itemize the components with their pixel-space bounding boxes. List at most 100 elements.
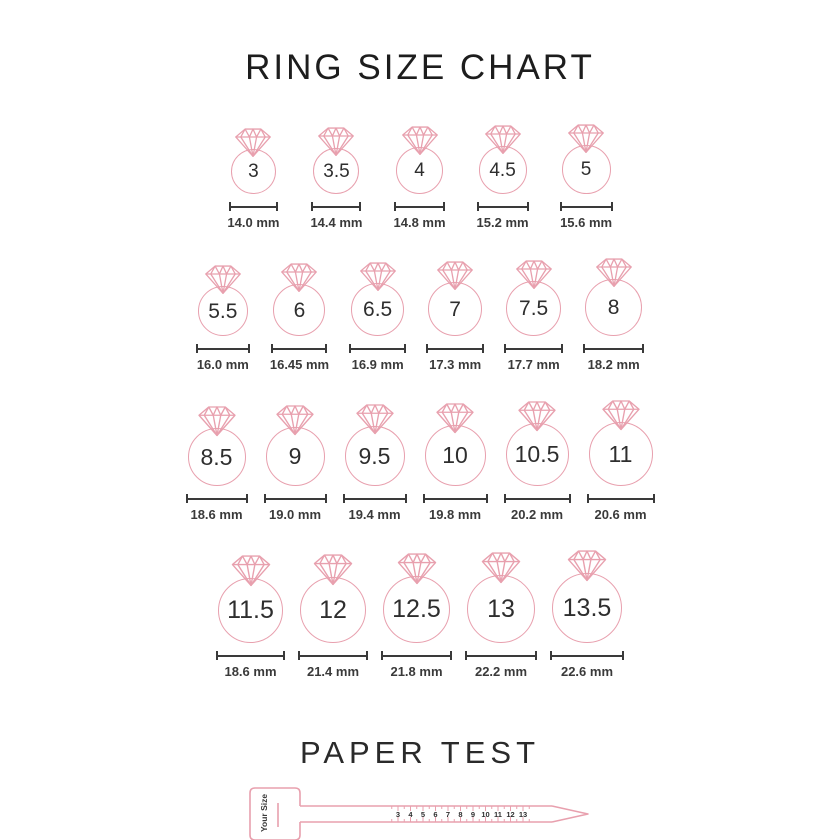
diameter-bar xyxy=(349,344,407,353)
ring-row: 8.5 18.6 mm 9 19.0 mm 9.5 19.4 mm 10 19.8 mm 10.… xyxy=(185,398,655,522)
ring-row: 11.5 18.6 mm 12 21.4 mm 12.5 21.8 mm 13 22.2 mm… xyxy=(216,548,624,679)
ring-item: 4.5 15.2 mm xyxy=(477,123,529,230)
diameter-label: 19.0 mm xyxy=(268,507,322,522)
ruler-number: 10 xyxy=(481,810,489,819)
diameter-label: 19.4 mm xyxy=(348,507,401,522)
ring-size-label: 7 xyxy=(449,297,461,321)
diameter-bar xyxy=(195,344,250,353)
ring-size-label: 6.5 xyxy=(363,298,393,321)
diameter-bar xyxy=(503,494,571,503)
diameter-bar xyxy=(394,202,446,211)
diamond-icon xyxy=(567,550,607,582)
ring-circle: 10.5 xyxy=(505,423,569,486)
diameter-bar xyxy=(465,651,537,660)
ring-size-label: 9.5 xyxy=(358,442,391,469)
ring-circle: 9.5 xyxy=(344,426,405,486)
ring-item: 8 18.2 mm xyxy=(583,256,645,372)
ruler-number: 8 xyxy=(458,810,462,819)
ring-item: 13.5 22.6 mm xyxy=(550,548,624,679)
diamond-icon xyxy=(355,404,394,435)
ring-item: 6.5 16.9 mm xyxy=(349,260,407,372)
diamond-icon xyxy=(281,263,318,293)
diameter-label: 20.6 mm xyxy=(594,507,647,522)
ruler-number: 11 xyxy=(494,810,502,819)
ring-item: 10 19.8 mm xyxy=(422,401,488,522)
ring-size-label: 12 xyxy=(319,595,347,624)
diameter-label: 22.6 mm xyxy=(560,664,614,679)
diameter-bar xyxy=(311,202,362,211)
diameter-bar xyxy=(559,202,613,211)
diamond-icon xyxy=(204,265,241,295)
ring-circle: 13 xyxy=(467,575,535,643)
diamond-icon xyxy=(436,403,474,434)
ring-circle: 10 xyxy=(424,425,486,486)
diamond-icon xyxy=(437,261,474,291)
ring-item: 11.5 18.6 mm xyxy=(216,553,285,679)
ring-size-label: 13.5 xyxy=(562,593,612,622)
ring-item: 3.5 14.4 mm xyxy=(310,125,363,230)
diameter-label: 18.2 mm xyxy=(587,357,640,372)
ring-size-label: 5.5 xyxy=(208,299,238,323)
diameter-bar xyxy=(342,494,407,503)
ring-size-label: 3.5 xyxy=(323,160,350,182)
diamond-icon xyxy=(595,258,632,288)
ring-item: 12 21.4 mm xyxy=(298,552,368,679)
ring-item: 11 20.6 mm xyxy=(586,398,655,522)
ring-circle: 6 xyxy=(273,284,326,336)
diameter-label: 14.0 mm xyxy=(227,215,280,230)
ring-item: 9 19.0 mm xyxy=(263,403,327,522)
diamond-icon xyxy=(318,127,355,157)
ring-item: 4 14.8 mm xyxy=(394,124,446,230)
ring-circle: 6.5 xyxy=(351,283,405,336)
ring-item: 13 22.2 mm xyxy=(465,550,537,679)
ring-size-label: 10 xyxy=(442,442,468,468)
ring-circle: 7 xyxy=(428,282,483,336)
paper-sizer-graphic: Your Size 3 4 5 6 7 8 9 10 11 12 13 xyxy=(249,787,589,840)
ruler-number: 4 xyxy=(408,810,413,819)
diamond-icon xyxy=(231,555,270,587)
diameter-label: 16.45 mm xyxy=(269,357,330,372)
diameter-bar xyxy=(504,344,564,353)
ring-size-label: 12.5 xyxy=(392,595,441,623)
diameter-label: 19.8 mm xyxy=(428,507,482,522)
ruler-number: 9 xyxy=(471,810,475,819)
diamond-icon xyxy=(235,128,272,158)
ring-circle: 7.5 xyxy=(506,281,562,336)
ruler-number: 6 xyxy=(433,810,437,819)
diameter-bar xyxy=(583,344,645,353)
ring-size-label: 3 xyxy=(248,161,259,182)
diamond-icon xyxy=(601,400,640,431)
ring-row: 3 14.0 mm 3.5 14.4 mm 4 14.8 mm 4.5 15.2 mm 5 15.… xyxy=(227,122,613,230)
diamond-icon xyxy=(197,406,236,437)
your-size-label: Your Size xyxy=(259,794,269,832)
ring-circle: 11 xyxy=(588,422,653,486)
diameter-label: 17.3 mm xyxy=(429,357,482,372)
ring-item: 8.5 18.6 mm xyxy=(185,404,248,522)
diameter-bar xyxy=(422,494,488,503)
ring-size-label: 6 xyxy=(293,298,306,322)
ring-rows: 3 14.0 mm 3.5 14.4 mm 4 14.8 mm 4.5 15.2 mm 5 15.… xyxy=(0,122,840,705)
diameter-label: 18.6 mm xyxy=(224,664,277,679)
diamond-icon xyxy=(515,260,552,290)
paper-test-heading: PAPER TEST xyxy=(299,735,541,770)
diamond-icon xyxy=(484,125,521,155)
diameter-label: 20.2 mm xyxy=(510,507,564,522)
ring-item: 3 14.0 mm xyxy=(227,126,279,230)
ring-circle: 3.5 xyxy=(313,148,360,194)
diameter-label: 15.2 mm xyxy=(476,215,529,230)
ring-size-label: 7.5 xyxy=(519,297,549,320)
ring-size-label: 9 xyxy=(288,443,302,469)
ring-size-label: 4 xyxy=(414,160,425,181)
ring-circle: 5.5 xyxy=(197,286,248,336)
diameter-label: 21.8 mm xyxy=(390,664,443,679)
diameter-label: 14.8 mm xyxy=(393,215,446,230)
ring-circle: 12 xyxy=(300,577,366,643)
diamond-icon xyxy=(359,262,396,292)
ring-size-label: 8 xyxy=(607,296,620,319)
ring-circle: 8.5 xyxy=(187,428,246,486)
ruler-number: 7 xyxy=(446,810,450,819)
ring-item: 9.5 19.4 mm xyxy=(342,402,407,522)
ring-item: 7 17.3 mm xyxy=(426,259,485,372)
page-title: RING SIZE CHART xyxy=(245,48,595,87)
diameter-bar xyxy=(228,202,278,211)
